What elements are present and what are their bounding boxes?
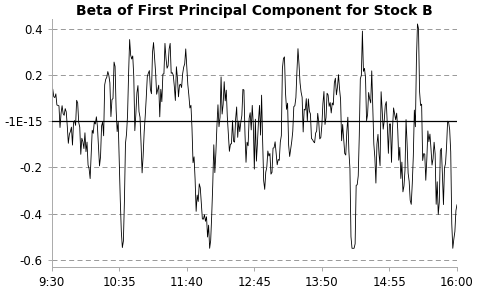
Title: Beta of First Principal Component for Stock B: Beta of First Principal Component for St…	[76, 4, 433, 18]
